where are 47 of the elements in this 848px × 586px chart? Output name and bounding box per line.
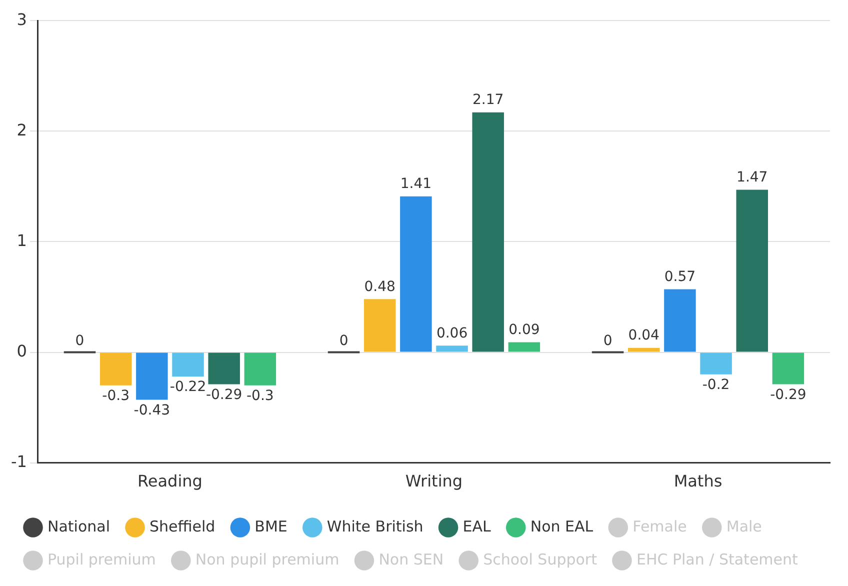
data-label: 0 [339, 332, 348, 349]
bar [664, 289, 696, 352]
data-label: -0.29 [770, 386, 806, 403]
data-label: -0.2 [702, 377, 730, 393]
bar [244, 352, 276, 386]
bar [772, 352, 804, 384]
x-tick-label: Reading [137, 472, 202, 491]
legend-label: BME [254, 517, 288, 536]
y-tick-label: 3 [16, 10, 27, 29]
legend-label: Sheffield [150, 517, 216, 536]
data-label: 0 [75, 332, 84, 349]
data-label: 0.04 [628, 327, 660, 344]
x-tick-label: Writing [405, 472, 463, 491]
data-label: 0.57 [664, 268, 696, 285]
bar [364, 299, 396, 352]
bar [508, 342, 540, 352]
data-label: -0.3 [102, 388, 130, 404]
bar [172, 352, 204, 377]
y-tick-label: -1 [11, 452, 27, 471]
bar [400, 196, 432, 352]
data-label: -0.29 [206, 386, 242, 403]
bar [628, 348, 660, 352]
bar [472, 112, 504, 352]
legend-label: EAL [462, 517, 492, 536]
data-label: 2.17 [472, 92, 504, 108]
bar [100, 352, 132, 386]
data-label: 0 [603, 332, 612, 349]
legend-label: National [48, 517, 110, 536]
y-tick-label: 1 [16, 230, 27, 250]
x-tick-label: Maths [674, 472, 722, 491]
bar [700, 352, 732, 374]
bar [736, 190, 768, 352]
data-label: 0.48 [364, 278, 396, 295]
data-label: 0.06 [436, 325, 468, 342]
y-tick-label: 2 [16, 120, 27, 140]
data-label: 1.47 [736, 169, 768, 186]
bar [436, 346, 468, 352]
data-label: -0.3 [246, 388, 274, 404]
data-label: 1.41 [400, 176, 432, 192]
bar [208, 352, 240, 384]
data-label: -0.22 [170, 379, 206, 396]
legend-label: Non EAL [530, 517, 594, 536]
data-label: -0.43 [134, 402, 170, 418]
legend-label: White British [326, 517, 424, 536]
bar [136, 352, 168, 400]
y-tick-label: 0 [16, 341, 27, 360]
data-label: 0.09 [508, 322, 540, 338]
